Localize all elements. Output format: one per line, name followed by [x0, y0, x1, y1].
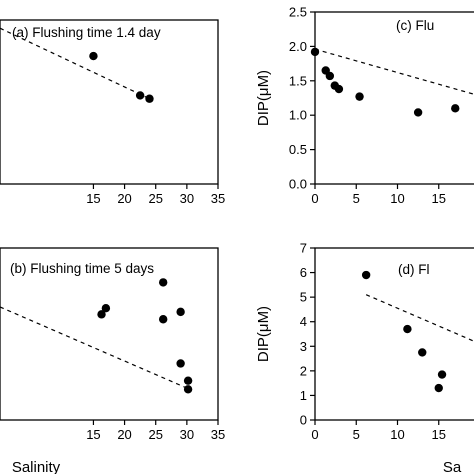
- data-point: [158, 315, 168, 324]
- data-point: [89, 51, 98, 61]
- y-tick-label: 5: [300, 290, 307, 305]
- x-tick-label: 5: [353, 427, 360, 442]
- y-tick-label: 3: [300, 339, 307, 354]
- x-tick-label: 10: [390, 427, 404, 442]
- x-tick-label: 35: [211, 427, 225, 442]
- y-tick-label: 1.5: [289, 73, 307, 88]
- y-tick-label: 2.0: [289, 39, 307, 54]
- data-point: [355, 92, 364, 101]
- data-point: [451, 104, 460, 113]
- y-tick-label: 4: [300, 314, 307, 329]
- y-tick-label: 1: [300, 388, 307, 403]
- plot-frame: [314, 247, 474, 421]
- panel-3: 15 20 25 30 35 Salinity (b) Flushing time 5 da…: [0, 247, 225, 474]
- plot-frame: [314, 11, 474, 185]
- y-axis-label: DIP(μM): [255, 306, 272, 362]
- data-point: [325, 71, 335, 81]
- trend-line: [0, 306, 188, 389]
- x-tick-label: 25: [148, 191, 162, 206]
- panel-4: 0 5 10 15 0 1 2 3 4 5 6 7 DIP(μM) Sa (d) Fl: [255, 241, 474, 474]
- data-point: [135, 91, 145, 100]
- trend-line: [365, 294, 474, 342]
- plot-frame: [0, 19, 219, 185]
- plot-frame: [0, 247, 219, 421]
- x-tick-label: 15: [86, 191, 100, 206]
- data-point: [361, 270, 371, 280]
- x-tick-label: 5: [353, 191, 360, 206]
- data-point: [158, 278, 168, 287]
- data-point: [413, 108, 423, 117]
- y-tick-label: 1.0: [289, 108, 307, 123]
- y-tick-label: 6: [300, 265, 307, 280]
- trend-line: [0, 27, 150, 100]
- y-tick-label: 0: [300, 413, 307, 428]
- x-tick-label: 25: [148, 427, 162, 442]
- y-axis-label: DIP(μM): [255, 70, 272, 126]
- x-tick-label: 35: [211, 191, 225, 206]
- panel-1: 15 20 25 30 35 (a) Flushing time 1.4 day: [0, 19, 225, 206]
- panel-title: (a) Flushing time 1.4 day: [12, 25, 161, 40]
- x-axis-label: Sa: [443, 459, 462, 474]
- x-tick-label: 10: [390, 191, 404, 206]
- y-tick-label: 0.5: [289, 142, 307, 157]
- data-point: [403, 324, 412, 334]
- data-point: [145, 94, 154, 103]
- y-tick-label: 0.0: [289, 177, 307, 192]
- data-point: [418, 348, 427, 357]
- x-tick-label: 20: [117, 427, 131, 442]
- x-tick-label: 0: [311, 191, 318, 206]
- panel-title: (c) Flu: [396, 18, 434, 33]
- x-tick-label: 15: [432, 427, 446, 442]
- data-point: [97, 310, 106, 319]
- data-point: [176, 359, 185, 368]
- y-tick-label: 2: [300, 363, 307, 378]
- data-point: [434, 383, 443, 393]
- data-point: [310, 47, 320, 57]
- y-tick-label: 2.5: [289, 5, 307, 20]
- x-tick-label: 30: [180, 427, 194, 442]
- data-point: [183, 376, 193, 385]
- data-point: [334, 84, 344, 94]
- data-point: [101, 304, 111, 313]
- x-tick-label: 20: [117, 191, 131, 206]
- panel-2: 0 5 10 15 0.0 0.5 1.0 1.5 2.0 2.5 DIP(μM) (c) Flu: [255, 5, 474, 206]
- x-tick-label: 30: [180, 191, 194, 206]
- data-point: [183, 385, 193, 394]
- panel-title: (d) Fl: [398, 262, 430, 277]
- data-point: [437, 370, 447, 379]
- x-axis-label: Salinity: [12, 459, 61, 474]
- x-tick-label: 15: [86, 427, 100, 442]
- x-tick-label: 15: [432, 191, 446, 206]
- panel-title: (b) Flushing time 5 days: [10, 261, 154, 276]
- y-tick-label: 7: [300, 241, 307, 256]
- data-point: [176, 307, 185, 317]
- x-tick-label: 0: [311, 427, 318, 442]
